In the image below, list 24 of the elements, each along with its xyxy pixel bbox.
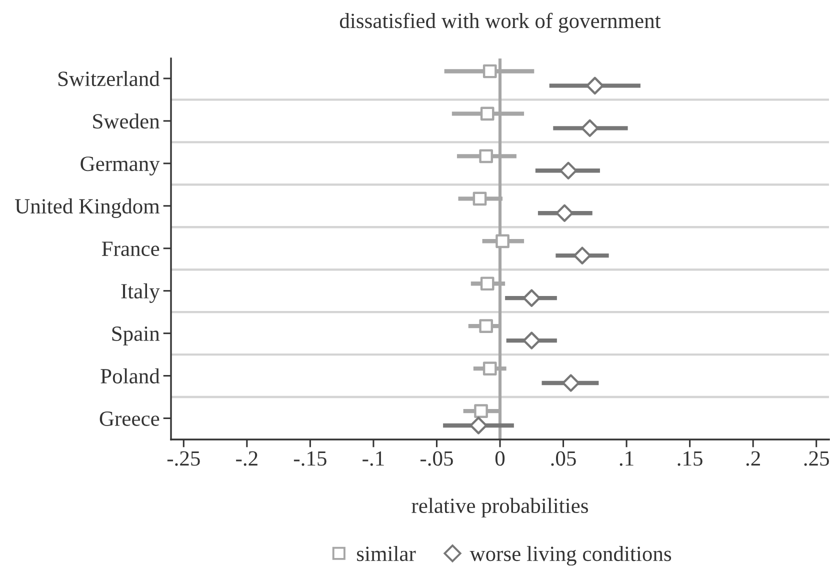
y-tick-label: Spain [112,326,160,346]
y-tick-label: Germany [80,156,160,176]
x-tick-label: .1 [620,451,634,466]
y-tick-label: Switzerland [58,70,160,86]
y-tick-label: United Kingdom [15,198,160,218]
y-tick-label: Greece [100,411,160,426]
y-tick-label: Sweden [93,113,160,129]
x-axis-title: relative probabilities [412,498,588,518]
chart-title: dissatisfied with work of government [340,12,661,33]
y-tick-label: Poland [100,368,160,384]
y-tick-label: Italy [121,283,160,303]
x-tick-label: -.15 [294,451,326,466]
x-tick-label: .15 [678,451,702,466]
legend-label: similar [357,546,416,562]
x-tick-label: 0 [495,451,505,466]
y-tick-label: France [102,242,160,256]
x-tick-label: -.25 [167,451,200,466]
x-tick-label: .2 [746,451,760,466]
x-tick-label: -.2 [236,451,258,466]
x-tick-label: -.1 [362,451,384,466]
x-tick-label: -.05 [420,451,453,466]
legend-label: worse living conditions [470,546,672,566]
x-tick-label: .05 [551,451,576,466]
x-tick-label: .25 [804,451,829,466]
